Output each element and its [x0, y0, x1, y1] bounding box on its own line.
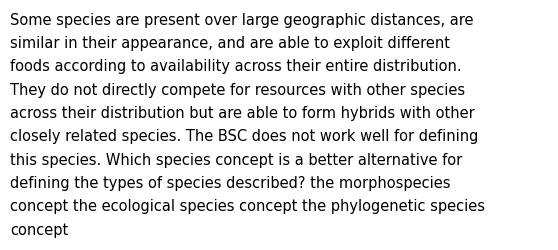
Text: concept: concept: [10, 222, 68, 237]
Text: across their distribution but are able to form hybrids with other: across their distribution but are able t…: [10, 106, 475, 120]
Text: They do not directly compete for resources with other species: They do not directly compete for resourc…: [10, 82, 465, 97]
Text: this species. Which species concept is a better alternative for: this species. Which species concept is a…: [10, 152, 462, 167]
Text: foods according to availability across their entire distribution.: foods according to availability across t…: [10, 59, 461, 74]
Text: defining the types of species described? the morphospecies: defining the types of species described?…: [10, 175, 450, 190]
Text: similar in their appearance, and are able to exploit different: similar in their appearance, and are abl…: [10, 36, 450, 51]
Text: closely related species. The BSC does not work well for defining: closely related species. The BSC does no…: [10, 129, 478, 144]
Text: concept the ecological species concept the phylogenetic species: concept the ecological species concept t…: [10, 198, 485, 214]
Text: Some species are present over large geographic distances, are: Some species are present over large geog…: [10, 12, 474, 28]
